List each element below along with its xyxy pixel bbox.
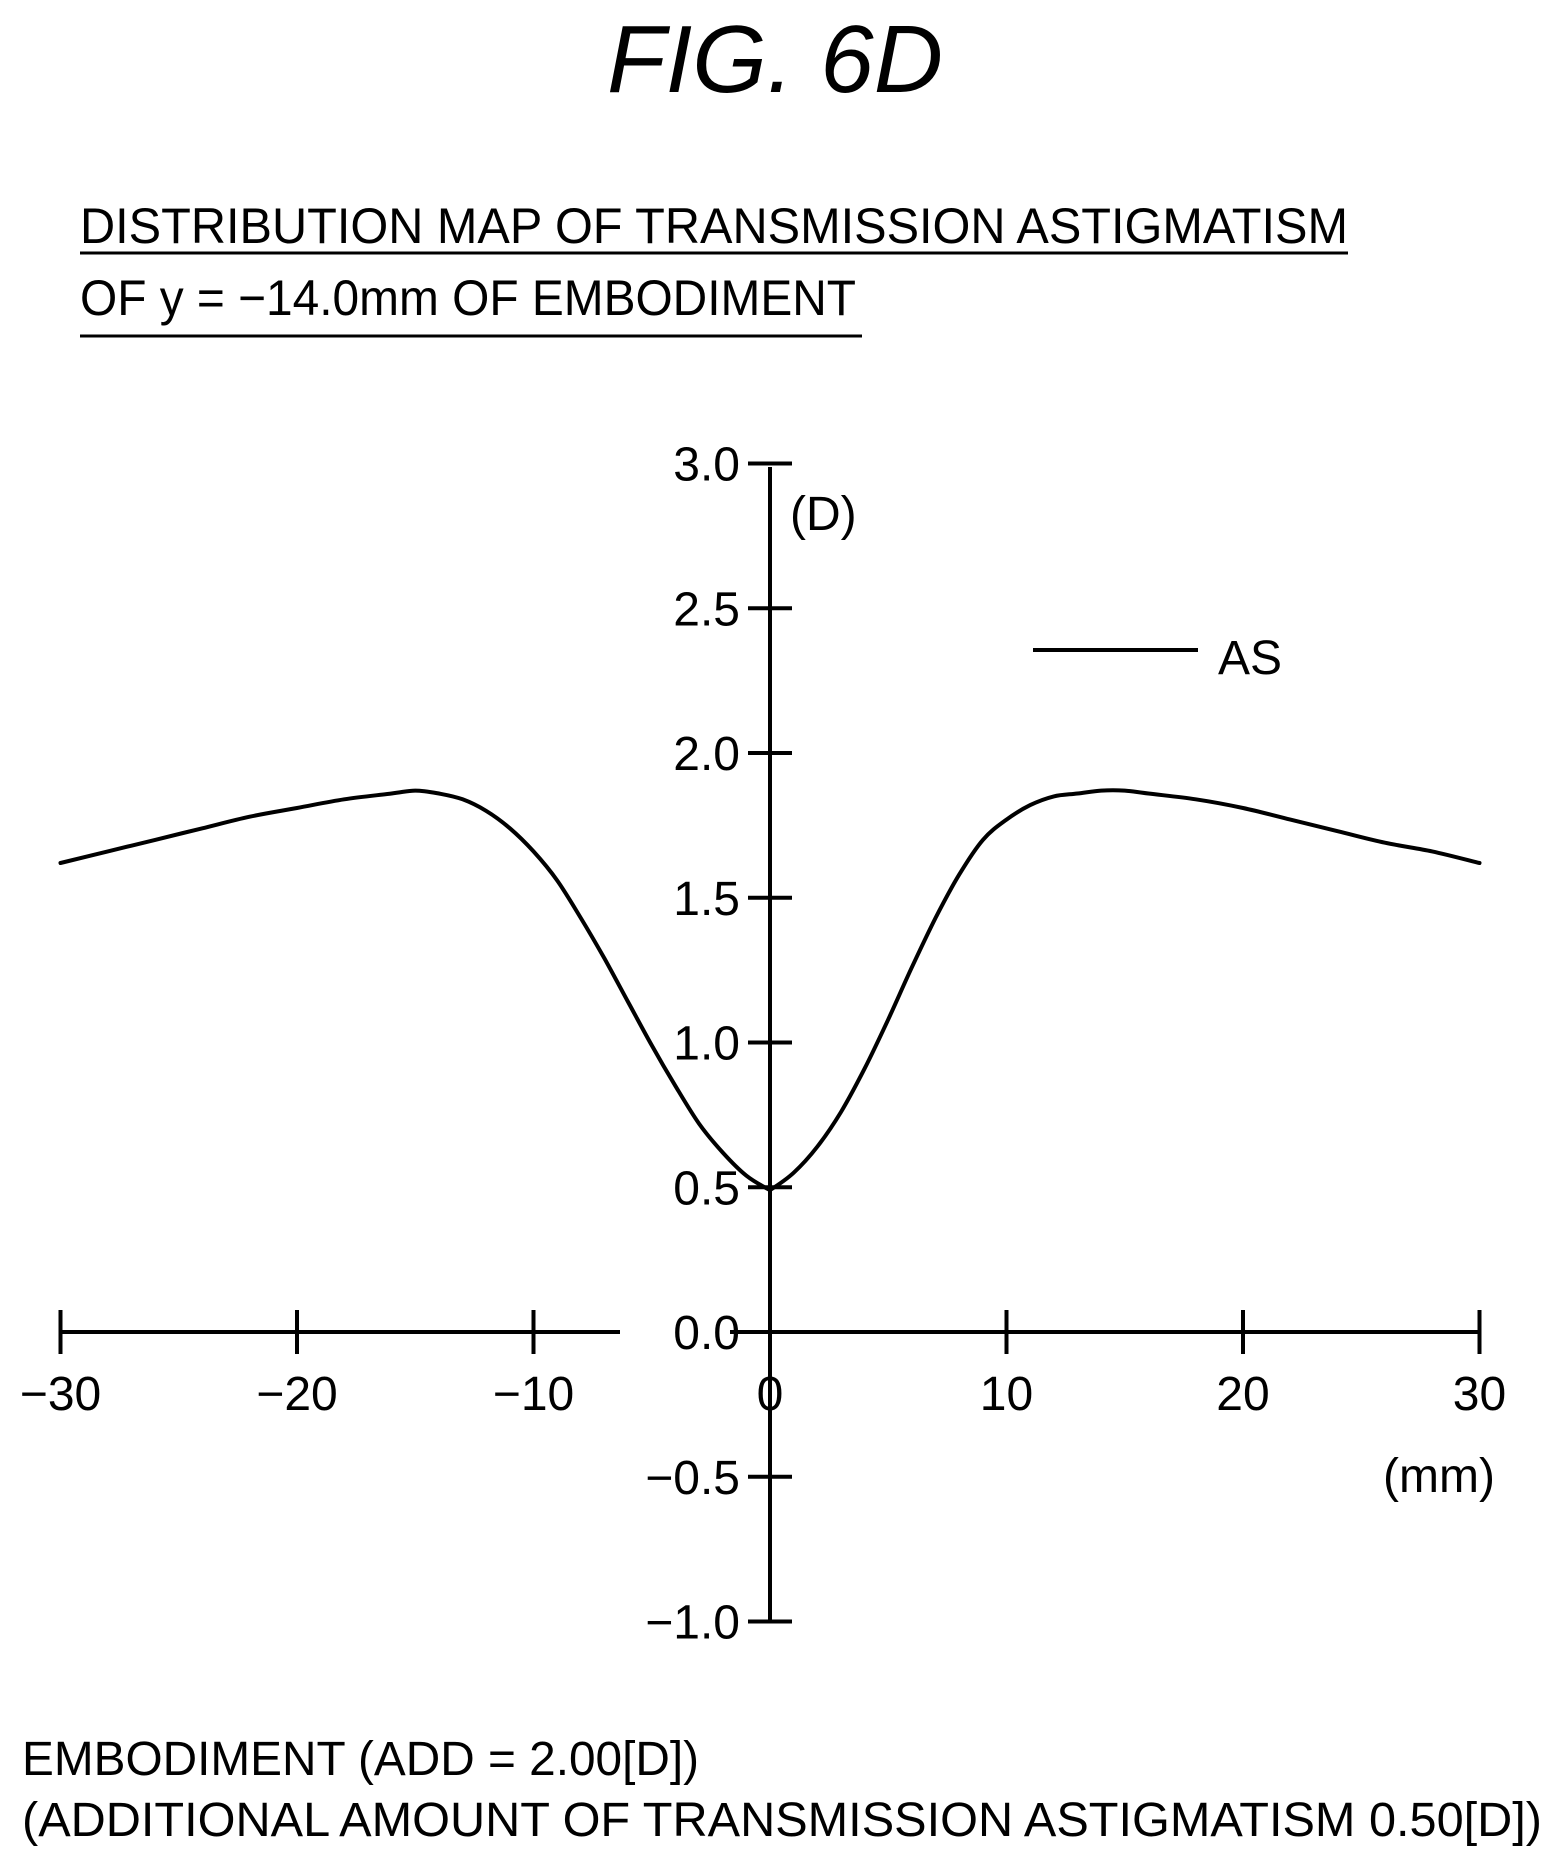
chart-heading-line2: OF y = −14.0mm OF EMBODIMENT xyxy=(80,270,856,326)
x-unit-label: (mm) xyxy=(1383,1450,1495,1503)
y-unit-label: (D) xyxy=(790,488,857,541)
y-tick-label: 0.5 xyxy=(673,1162,740,1215)
y-ticks: −1.0 −0.5 0.0 0.5 1.0 1.5 2.0 2.5 3.0 xyxy=(645,439,792,1650)
x-tick-label: 0 xyxy=(757,1368,784,1421)
x-tick-label: −20 xyxy=(256,1368,337,1421)
y-tick-label: −1.0 xyxy=(645,1597,740,1650)
footer-line2: (ADDITIONAL AMOUNT OF TRANSMISSION ASTIG… xyxy=(22,1794,1542,1847)
legend: AS xyxy=(1033,632,1282,685)
x-tick-label: 30 xyxy=(1453,1368,1506,1421)
y-tick-label: −0.5 xyxy=(645,1452,740,1505)
y-tick-label: 2.5 xyxy=(673,583,740,636)
y-tick-label: 3.0 xyxy=(673,439,740,492)
y-tick-label: 2.0 xyxy=(673,728,740,781)
y-tick-label: 1.0 xyxy=(673,1018,740,1071)
x-tick-label: −10 xyxy=(493,1368,574,1421)
y-tick-label: 0.0 xyxy=(673,1307,740,1360)
chart-heading-line1: DISTRIBUTION MAP OF TRANSMISSION ASTIGMA… xyxy=(80,198,1348,254)
x-tick-label: −30 xyxy=(20,1368,101,1421)
figure-title: FIG. 6D xyxy=(607,6,943,113)
series-line-as xyxy=(58,788,1482,1193)
legend-label-as: AS xyxy=(1218,632,1282,685)
x-tick-label: 20 xyxy=(1216,1368,1269,1421)
y-tick-label: 1.5 xyxy=(673,873,740,926)
footer-line1: EMBODIMENT (ADD = 2.00[D]) xyxy=(22,1733,699,1786)
x-ticks: −30 −20 −10 0 10 20 30 xyxy=(20,1310,1506,1421)
plot-area: −1.0 −0.5 0.0 0.5 1.0 1.5 2.0 2.5 3.0 −30 −20 −10 0… xyxy=(20,439,1506,1650)
x-tick-label: 10 xyxy=(980,1368,1033,1421)
